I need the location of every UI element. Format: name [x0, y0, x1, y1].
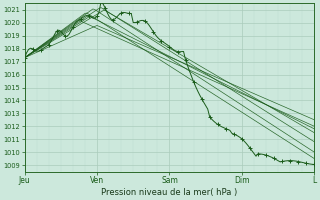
- X-axis label: Pression niveau de la mer( hPa ): Pression niveau de la mer( hPa ): [101, 188, 237, 197]
